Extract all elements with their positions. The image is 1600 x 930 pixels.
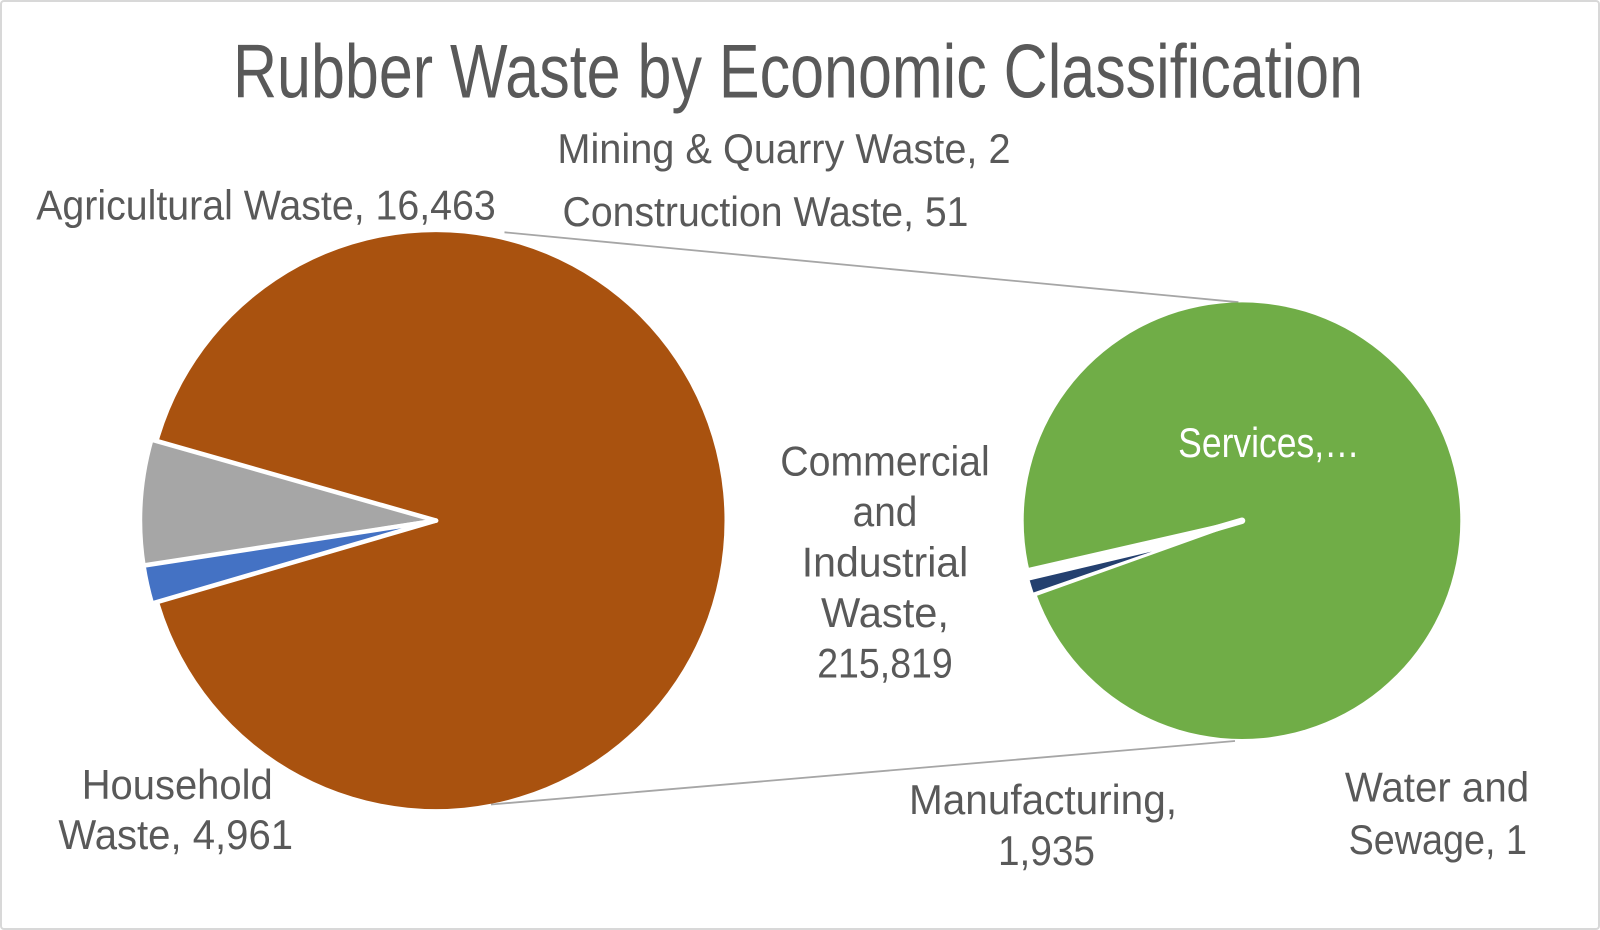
svg-text:Construction Waste, 51: Construction Waste, 51 bbox=[563, 188, 969, 235]
svg-text:Sewage, 1: Sewage, 1 bbox=[1349, 816, 1527, 863]
svg-text:Services,…: Services,… bbox=[1178, 419, 1360, 466]
svg-text:Rubber Waste by Economic Class: Rubber Waste by Economic Classification bbox=[233, 30, 1363, 115]
svg-text:Manufacturing,: Manufacturing, bbox=[909, 776, 1177, 823]
svg-text:Commercial: Commercial bbox=[780, 438, 990, 485]
svg-text:Mining & Quarry Waste, 2: Mining & Quarry Waste, 2 bbox=[557, 125, 1010, 172]
svg-text:215,819: 215,819 bbox=[817, 640, 953, 687]
svg-text:Household: Household bbox=[82, 761, 273, 808]
svg-text:1,935: 1,935 bbox=[998, 827, 1095, 874]
svg-text:Industrial: Industrial bbox=[802, 539, 969, 586]
svg-text:Waste,: Waste, bbox=[821, 589, 949, 636]
svg-text:Water and: Water and bbox=[1345, 764, 1529, 811]
svg-text:Waste, 4,961: Waste, 4,961 bbox=[58, 811, 293, 858]
svg-text:and: and bbox=[853, 488, 918, 535]
svg-text:Agricultural Waste, 16,463: Agricultural Waste, 16,463 bbox=[36, 181, 496, 228]
